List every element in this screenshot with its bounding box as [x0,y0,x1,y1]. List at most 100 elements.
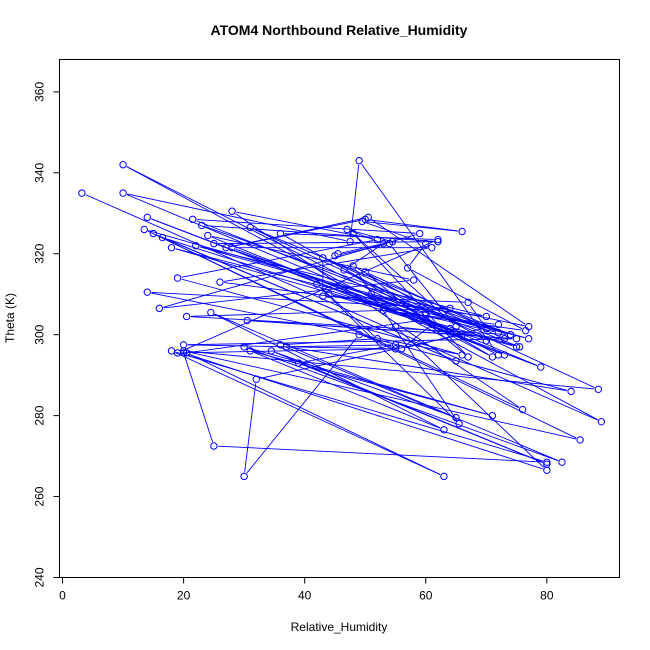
data-point [464,353,472,361]
series-line-segment [190,354,441,475]
series-line-segment [302,345,392,363]
series-line-segment [356,267,483,340]
data-point [543,458,551,466]
data-point [391,322,400,331]
data-point [500,351,509,359]
series-line-segment [366,221,458,232]
series-line-segment [275,351,453,417]
data-point [243,316,251,325]
series-line-segment [284,233,434,240]
series-line-segment [199,246,483,316]
series-line-segment [350,164,360,238]
data-point [340,266,348,274]
series-line-segment [181,239,374,278]
series-line-segment [405,325,495,349]
data-point [515,343,524,351]
data-point [567,387,575,396]
data-point [488,353,497,361]
data-point [240,472,248,481]
x-tick-label: 40 [298,589,312,603]
data-point [597,417,606,426]
x-tick-label: 60 [419,589,433,603]
data-point [452,357,460,365]
data-point [204,231,212,240]
series-line-segment [404,326,429,347]
series-line-segment [224,247,428,282]
chart-title: ATOM4 Northbound Relative_Humidity [211,22,468,38]
data-point [355,156,363,165]
y-tick-label: 280 [33,405,47,425]
data-point [192,241,200,250]
data-point [482,337,491,345]
series-line-segment [347,271,489,356]
series-line-segment [350,230,380,243]
series-line-segment [470,305,485,326]
series-line-segment [181,278,459,355]
y-tick-label: 340 [33,162,47,182]
series-line-segment [327,295,464,303]
data-point [397,345,406,353]
series-line-segment [332,294,495,333]
y-tick-label: 360 [33,82,47,102]
y-axis-label: Theta (K) [3,293,17,343]
data-point [207,308,215,317]
data-point [455,420,463,428]
data-point [428,243,436,252]
x-tick-label: 80 [540,589,554,603]
series-line-segment [371,219,526,325]
data-point [358,217,366,226]
data-point [294,359,303,367]
x-axis: 0 20 40 60 80 [59,577,554,603]
data-point [355,330,363,339]
x-tick-label: 0 [59,589,66,603]
data-point [576,436,584,444]
series-line-segment [398,329,545,468]
data-point [198,221,206,230]
series-line-segment [181,240,435,352]
data-point [594,385,603,394]
data-point [446,304,454,313]
series-line-segment [253,352,441,429]
data-point [403,264,412,272]
data-point [434,235,442,244]
x-tick-label: 20 [177,589,191,603]
data-point [313,280,321,288]
data-point [119,161,127,169]
data-point [149,229,158,238]
data-point [422,239,430,248]
y-tick-label: 260 [33,486,47,506]
series-line-segment [175,351,543,462]
series-line-segment [338,244,386,256]
data-point [334,250,342,258]
data-point [210,442,218,450]
data-point [422,308,430,317]
y-axis: 240 260 280 300 320 340 360 [33,82,60,588]
data-point [276,229,285,238]
series-line-segment [184,356,214,443]
data-point [78,189,86,197]
data-point [158,233,167,242]
plot-frame [59,59,620,578]
data-point [373,335,382,343]
data-point [379,239,388,248]
series-line-segment [375,294,525,327]
series-line-segment [355,236,466,355]
plot-area [78,156,606,481]
data-point [349,229,357,238]
data-point [558,458,566,466]
data-point [210,239,218,248]
data-point [434,237,442,246]
data-point [276,341,285,349]
series-line-segment [218,241,434,245]
series-line-segment [290,347,567,392]
series-line-segment [205,226,507,334]
data-point [543,466,551,474]
data-point [246,223,254,232]
data-point [182,312,191,321]
series-line-segment [347,245,381,268]
data-point [228,207,236,215]
data-point [319,292,327,300]
data-point [119,189,127,197]
data-point [458,351,466,359]
y-tick-label: 240 [33,567,47,587]
